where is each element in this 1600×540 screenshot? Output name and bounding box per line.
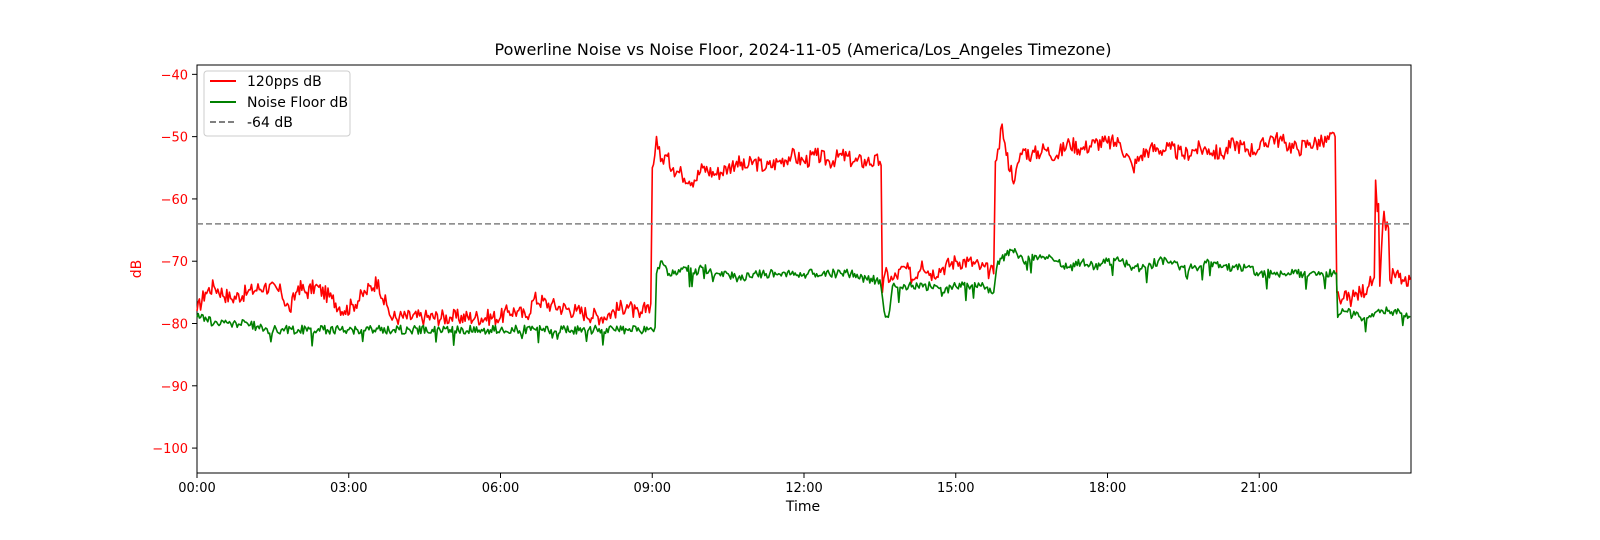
x-tick-label: 18:00 [1089, 481, 1126, 496]
series-line-noise-floor [196, 248, 1411, 347]
x-tick-label: 03:00 [330, 481, 367, 496]
legend-box [203, 70, 351, 137]
legend-label-threshold: -64 dB [247, 115, 293, 131]
y-tick-label: −70 [161, 255, 188, 270]
x-axis-label: Time [785, 499, 820, 515]
plot-area [196, 64, 1412, 474]
x-tick-label: 06:00 [482, 481, 519, 496]
y-tick-label: −40 [161, 68, 188, 83]
x-tick-label: 00:00 [178, 481, 215, 496]
x-tick-label: 12:00 [785, 481, 822, 496]
legend-label-120pps: 120pps dB [247, 74, 322, 90]
series-lines [196, 123, 1411, 347]
y-tick-label: −50 [161, 131, 188, 146]
y-tick-label: −80 [161, 318, 188, 333]
legend: 120pps dB Noise Floor dB -64 dB [203, 70, 351, 137]
y-axis-label: dB [129, 260, 145, 279]
chart-title: Powerline Noise vs Noise Floor, 2024-11-… [495, 40, 1112, 60]
y-axis-ticks: −40 −50 −60 −70 −80 −90 −100 [152, 68, 197, 457]
x-tick-label: 15:00 [937, 481, 974, 496]
plot-frame [196, 64, 1412, 474]
y-tick-label: −90 [161, 380, 188, 395]
x-tick-label: 21:00 [1241, 481, 1278, 496]
series-line-120pps [196, 123, 1411, 327]
x-axis-ticks: 00:00 03:00 06:00 09:00 12:00 15:00 18:00 21:00 [178, 473, 1278, 496]
y-tick-label: −100 [152, 442, 188, 457]
legend-label-noise-floor: Noise Floor dB [247, 95, 348, 111]
y-tick-label: −60 [161, 193, 188, 208]
x-tick-label: 09:00 [634, 481, 671, 496]
